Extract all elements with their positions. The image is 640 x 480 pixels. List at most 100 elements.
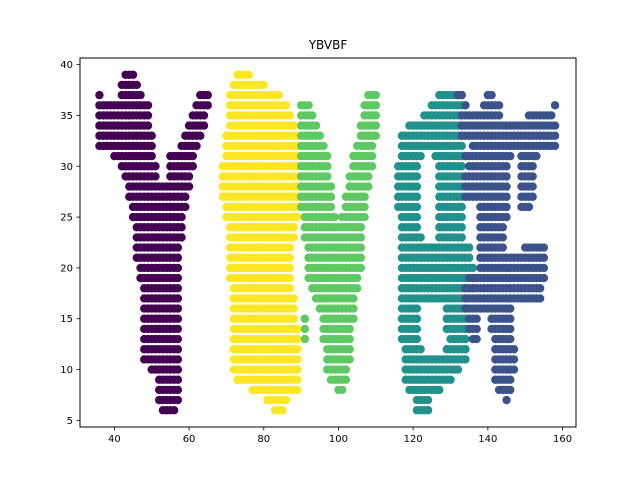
data-point (461, 355, 470, 364)
data-point (274, 90, 283, 100)
data-point (535, 284, 545, 293)
data-point (356, 263, 366, 273)
data-point (461, 345, 470, 354)
data-point (315, 131, 324, 140)
data-point (177, 233, 186, 242)
data-point (416, 151, 425, 161)
data-point (319, 141, 328, 151)
data-point (446, 375, 455, 384)
y-tick-label: 10 (60, 365, 73, 376)
data-point (326, 202, 336, 212)
x-tick-label: 120 (404, 434, 423, 445)
data-point (550, 121, 560, 130)
data-point (506, 314, 515, 323)
data-point (289, 121, 298, 130)
data-point (412, 192, 422, 201)
data-point (494, 111, 504, 120)
series-2 (218, 70, 302, 415)
data-point (464, 253, 474, 262)
data-point (289, 314, 298, 323)
data-point (293, 385, 302, 395)
data-point (345, 355, 354, 364)
data-point (349, 304, 358, 313)
data-point (412, 324, 422, 334)
data-point (285, 243, 295, 252)
data-point (173, 334, 183, 344)
data-point (364, 182, 373, 191)
data-point (143, 121, 153, 130)
data-point (173, 345, 183, 354)
data-point (143, 101, 153, 110)
data-point (244, 70, 254, 79)
data-point (259, 80, 268, 90)
data-point (524, 202, 534, 212)
data-point (371, 121, 381, 130)
data-point (502, 202, 511, 212)
data-point (457, 162, 466, 171)
data-point (341, 365, 351, 374)
data-point (278, 406, 287, 415)
data-point (203, 90, 212, 100)
data-point (181, 192, 190, 201)
data-point (367, 151, 377, 161)
data-point (412, 314, 422, 323)
data-point (352, 273, 362, 283)
data-point (188, 162, 197, 171)
data-point (528, 172, 537, 181)
y-tick-label: 25 (60, 213, 73, 224)
x-tick-label: 40 (108, 434, 121, 445)
data-point (509, 355, 519, 364)
data-point (539, 253, 549, 262)
series-3 (296, 90, 381, 395)
data-point (506, 375, 515, 384)
data-point (360, 202, 369, 212)
x-tick-label: 60 (183, 434, 196, 445)
data-point (509, 365, 519, 374)
data-point (457, 223, 466, 232)
series-1 (95, 70, 212, 415)
data-point (323, 172, 332, 181)
data-point (345, 345, 354, 354)
data-point (289, 223, 298, 232)
data-point (371, 101, 381, 110)
data-point (323, 162, 332, 171)
data-point (300, 334, 310, 344)
data-point (457, 141, 466, 151)
data-point (528, 192, 537, 201)
chart-title: YBVBF (308, 38, 348, 52)
data-point (349, 294, 358, 303)
data-point (323, 151, 332, 161)
data-point (349, 314, 358, 323)
data-point (371, 111, 381, 120)
data-point (95, 90, 104, 100)
data-point (147, 131, 156, 140)
data-point (412, 212, 422, 222)
data-point (300, 324, 310, 334)
data-point (356, 233, 366, 242)
data-point (136, 90, 145, 100)
data-point (341, 375, 351, 384)
data-point (188, 151, 197, 161)
data-point (345, 324, 354, 334)
data-point (173, 375, 183, 384)
data-point (539, 263, 549, 273)
data-point (509, 345, 519, 354)
data-point (184, 182, 194, 191)
data-point (472, 324, 481, 334)
y-tick-label: 40 (60, 60, 73, 71)
data-point (293, 345, 302, 354)
data-point (502, 212, 511, 222)
data-point (364, 172, 373, 181)
x-tick-label: 80 (257, 434, 270, 445)
data-point (293, 375, 302, 384)
data-point (528, 162, 537, 171)
data-point (147, 151, 156, 161)
data-point (539, 243, 549, 252)
data-point (281, 395, 291, 405)
data-point (330, 212, 339, 222)
data-point (173, 263, 183, 273)
data-point (177, 212, 186, 222)
data-point (128, 70, 138, 79)
data-point (285, 273, 295, 283)
